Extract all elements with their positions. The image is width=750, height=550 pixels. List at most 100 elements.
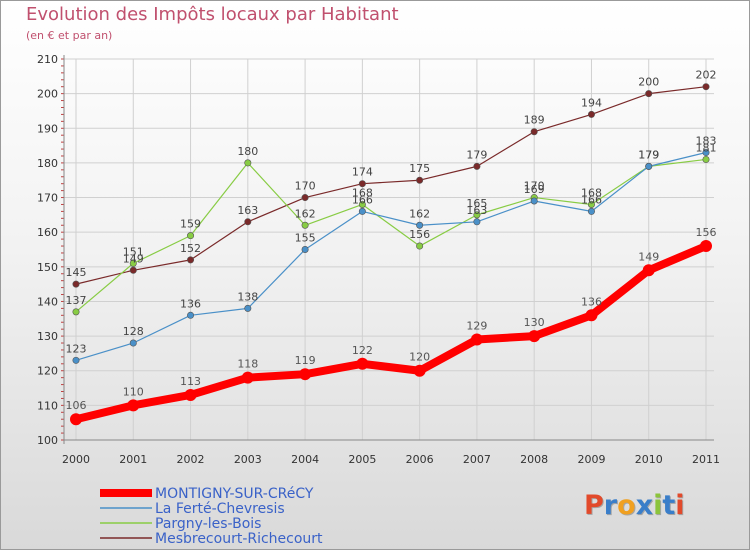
data-point [244, 159, 252, 167]
logo-letter: o [617, 490, 636, 521]
data-label: 170 [524, 180, 545, 193]
data-point [72, 308, 80, 316]
data-label: 170 [295, 180, 316, 193]
series-line-0 [72, 242, 710, 424]
data-point [473, 211, 481, 219]
chart-title: Evolution des Impôts locaux par Habitant [26, 4, 399, 25]
series-layer [70, 83, 712, 426]
legend-label-2: Pargny-les-Bois [155, 516, 261, 532]
series-line-3 [75, 86, 707, 285]
data-label: 162 [409, 207, 430, 220]
legend-label-0: MONTIGNY-SUR-CRéCY [155, 486, 314, 502]
data-point [127, 399, 140, 412]
data-point [587, 200, 595, 208]
data-point [413, 364, 426, 377]
data-point [702, 155, 710, 163]
data-label: 169 [524, 183, 545, 196]
data-label: 130 [524, 316, 545, 329]
data-label: 175 [409, 162, 430, 175]
legend-label-1: La Ferté-Chevresis [155, 501, 285, 517]
y-tick-label: 130 [37, 330, 58, 343]
data-label: 179 [466, 148, 487, 161]
logo-letter: x [635, 490, 654, 521]
data-label: 180 [237, 145, 258, 158]
data-point [301, 221, 309, 229]
x-tick-label: 2004 [291, 453, 319, 466]
data-point [70, 413, 82, 426]
data-label: 168 [581, 186, 602, 199]
data-label: 194 [581, 96, 602, 109]
data-label: 128 [123, 325, 144, 338]
data-label: 156 [409, 228, 430, 241]
x-tick-label: 2010 [635, 453, 663, 466]
data-label: 168 [352, 186, 373, 199]
data-label: 181 [696, 141, 717, 154]
y-tick-label: 180 [37, 157, 58, 170]
y-tick-label: 200 [37, 88, 58, 101]
data-point [244, 218, 252, 226]
y-tick-label: 120 [37, 365, 58, 378]
x-tick-label: 2006 [406, 453, 434, 466]
data-label: 123 [66, 342, 87, 355]
data-label: 118 [237, 358, 258, 371]
data-point [72, 280, 80, 288]
data-point [241, 371, 254, 384]
data-label: 110 [123, 385, 144, 398]
data-point [702, 149, 710, 157]
y-tick-label: 170 [37, 192, 58, 205]
logo-letter: i [653, 490, 663, 521]
data-label: 137 [66, 294, 87, 307]
data-label: 120 [409, 351, 430, 364]
y-tick-label: 210 [37, 53, 58, 66]
data-point [585, 309, 598, 322]
data-point [473, 162, 481, 170]
y-tick-label: 110 [37, 399, 58, 412]
data-label: 152 [180, 242, 201, 255]
data-label: 156 [696, 226, 717, 239]
y-tick-label: 100 [37, 434, 58, 447]
data-point [645, 90, 653, 98]
logo-letter: t [662, 490, 676, 521]
legend-label-3: Mesbrecourt-Richecourt [155, 531, 323, 547]
data-point [416, 242, 424, 250]
data-label: 113 [180, 375, 201, 388]
x-tick-label: 2002 [177, 453, 205, 466]
data-label: 179 [638, 148, 659, 161]
data-label: 174 [352, 166, 373, 179]
data-label: 119 [295, 354, 316, 367]
x-tick-label: 2009 [577, 453, 605, 466]
x-tick-label: 2008 [520, 453, 548, 466]
logo-letter: i [675, 490, 685, 521]
data-label: 189 [524, 114, 545, 127]
x-tick-label: 2011 [692, 453, 720, 466]
data-point [642, 264, 655, 277]
logo-letter: P [584, 490, 604, 521]
data-point [301, 194, 309, 202]
data-label: 136 [581, 295, 602, 308]
y-tick-label: 190 [37, 122, 58, 135]
data-point [470, 333, 483, 346]
series-line-2 [75, 158, 707, 313]
data-point [129, 259, 137, 267]
data-label: 106 [66, 399, 87, 412]
data-label: 163 [466, 204, 487, 217]
data-point [187, 256, 195, 264]
data-point [184, 388, 197, 401]
data-label: 129 [466, 320, 487, 333]
logo-letter: r [603, 490, 618, 521]
data-label: 145 [66, 266, 87, 279]
label-layer: 145 149 152 163 170 174 175 179 189 194 200 202 137 1… [66, 69, 717, 413]
data-point [645, 162, 653, 170]
data-point [187, 311, 195, 319]
data-label: 155 [295, 232, 316, 245]
data-label: 183 [696, 135, 717, 148]
x-tick-label: 2005 [348, 453, 376, 466]
data-label: 202 [696, 69, 717, 82]
data-point [299, 368, 312, 381]
data-label: 122 [352, 344, 373, 357]
y-tick-label: 140 [37, 295, 58, 308]
data-point [358, 207, 366, 215]
data-point [473, 218, 481, 226]
data-point [129, 266, 137, 274]
data-point [587, 110, 595, 118]
